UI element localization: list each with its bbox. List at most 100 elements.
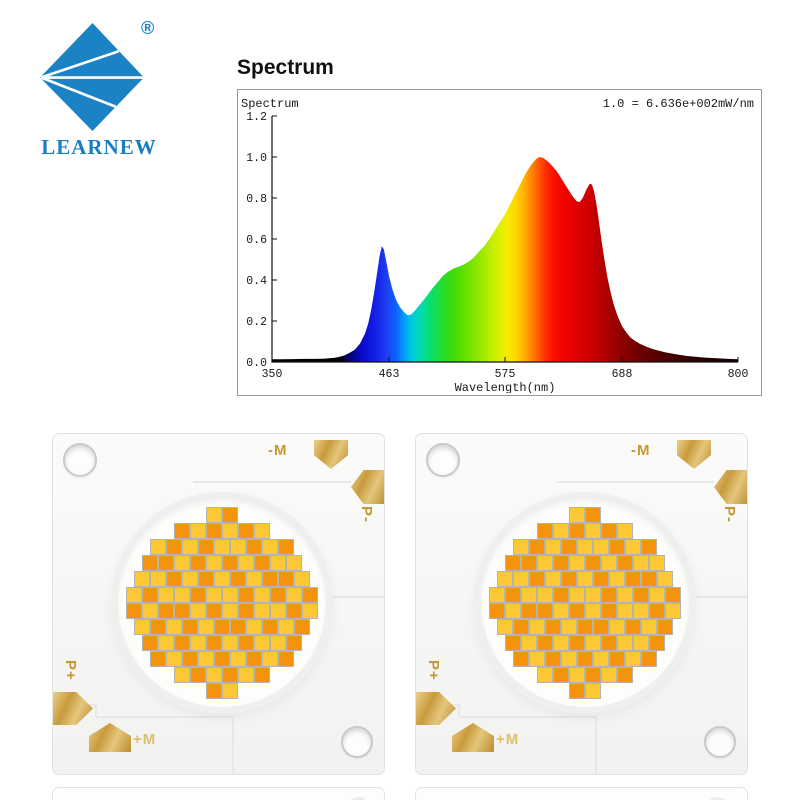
led-die-yellow — [585, 635, 601, 651]
pad-label-p-minus: P- — [358, 506, 375, 523]
led-die-orange — [214, 619, 230, 635]
led-die-orange — [505, 587, 521, 603]
led-die-orange — [545, 651, 561, 667]
solder-pad-p-plus — [416, 692, 456, 725]
led-die-row — [126, 667, 318, 683]
brand-name: LEARNEW — [41, 135, 157, 159]
led-die-orange — [302, 587, 318, 603]
led-die-yellow — [521, 587, 537, 603]
pcb-trace-line — [458, 704, 460, 717]
pad-label-minus-m: -M — [268, 442, 288, 459]
phosphor-dam-ring — [111, 492, 333, 714]
product-image-card[interactable]: -M P- P+ +M — [52, 433, 385, 775]
led-die-yellow — [601, 555, 617, 571]
pcb-trace-line — [95, 704, 97, 717]
mounting-hole — [63, 443, 97, 477]
product-image-card-partial[interactable] — [52, 787, 385, 800]
led-die-orange — [190, 555, 206, 571]
product-image-card[interactable]: -M P- P+ +M — [415, 433, 748, 775]
led-die-array — [489, 507, 681, 699]
led-die-yellow — [529, 651, 545, 667]
led-die-yellow — [158, 587, 174, 603]
led-die-orange — [561, 539, 577, 555]
led-die-orange — [513, 619, 529, 635]
led-die-yellow — [569, 555, 585, 571]
led-die-yellow — [254, 523, 270, 539]
led-die-orange — [577, 651, 593, 667]
pad-label-p-minus: P- — [721, 506, 738, 523]
led-die-orange — [657, 619, 673, 635]
y-tick-label: 1.0 — [246, 152, 267, 165]
led-die-orange — [206, 683, 222, 699]
led-die-orange — [166, 539, 182, 555]
solder-pad-plus-m — [452, 723, 494, 752]
led-die-orange — [174, 635, 190, 651]
phosphor-dam-ring — [474, 492, 696, 714]
led-die-yellow — [633, 635, 649, 651]
x-axis-title: Wavelength(nm) — [455, 381, 556, 393]
led-die-orange — [246, 539, 262, 555]
led-die-orange — [166, 571, 182, 587]
section-title: Spectrum — [237, 56, 334, 79]
led-die-row — [126, 587, 318, 603]
led-die-orange — [270, 587, 286, 603]
pcb-trace-line — [595, 716, 597, 774]
y-tick-label: 0.0 — [246, 357, 267, 370]
led-die-orange — [222, 667, 238, 683]
led-die-yellow — [166, 651, 182, 667]
led-die-yellow — [577, 571, 593, 587]
led-die-yellow — [497, 571, 513, 587]
spectrum-chart: 0.0 0.2 0.4 0.6 0.8 1.0 1.2 350 463 575 688 800 Spec… — [237, 89, 762, 396]
led-die-orange — [585, 507, 601, 523]
led-die-row — [489, 603, 681, 619]
led-die-yellow — [569, 667, 585, 683]
product-image-card-partial[interactable] — [415, 787, 748, 800]
led-die-array — [126, 507, 318, 699]
led-die-row — [489, 635, 681, 651]
x-tick-label: 800 — [728, 368, 749, 381]
pcb-trace-line — [193, 481, 351, 483]
led-die-yellow — [561, 619, 577, 635]
led-die-orange — [601, 587, 617, 603]
led-die-orange — [278, 571, 294, 587]
pcb-trace-line — [459, 716, 596, 718]
led-die-orange — [553, 555, 569, 571]
x-tick-label: 688 — [612, 368, 633, 381]
led-die-yellow — [617, 603, 633, 619]
led-die-yellow — [553, 523, 569, 539]
led-die-yellow — [537, 667, 553, 683]
led-die-yellow — [206, 555, 222, 571]
led-die-orange — [206, 635, 222, 651]
y-tick-label: 0.6 — [246, 234, 267, 247]
led-die-yellow — [593, 539, 609, 555]
led-die-yellow — [134, 619, 150, 635]
led-die-yellow — [545, 539, 561, 555]
led-die-orange — [553, 667, 569, 683]
led-die-yellow — [222, 603, 238, 619]
led-die-orange — [569, 635, 585, 651]
led-die-orange — [577, 619, 593, 635]
spectrum-plot: 0.0 0.2 0.4 0.6 0.8 1.0 1.2 350 463 575 688 800 Spec… — [241, 97, 754, 393]
led-die-orange — [609, 539, 625, 555]
led-die-yellow — [521, 635, 537, 651]
led-die-yellow — [174, 555, 190, 571]
led-die-yellow — [294, 571, 310, 587]
led-die-orange — [286, 603, 302, 619]
led-die-yellow — [537, 555, 553, 571]
led-die-yellow — [206, 667, 222, 683]
led-die-yellow — [182, 571, 198, 587]
led-die-row — [489, 507, 681, 523]
y-tick-label: 0.2 — [246, 316, 267, 329]
led-die-yellow — [649, 587, 665, 603]
led-die-orange — [505, 635, 521, 651]
led-die-yellow — [190, 603, 206, 619]
led-die-orange — [190, 587, 206, 603]
pad-label-minus-m: -M — [631, 442, 651, 459]
led-die-yellow — [302, 603, 318, 619]
led-die-yellow — [150, 539, 166, 555]
led-die-yellow — [254, 587, 270, 603]
led-die-yellow — [505, 603, 521, 619]
led-die-row — [126, 555, 318, 571]
led-die-orange — [609, 651, 625, 667]
